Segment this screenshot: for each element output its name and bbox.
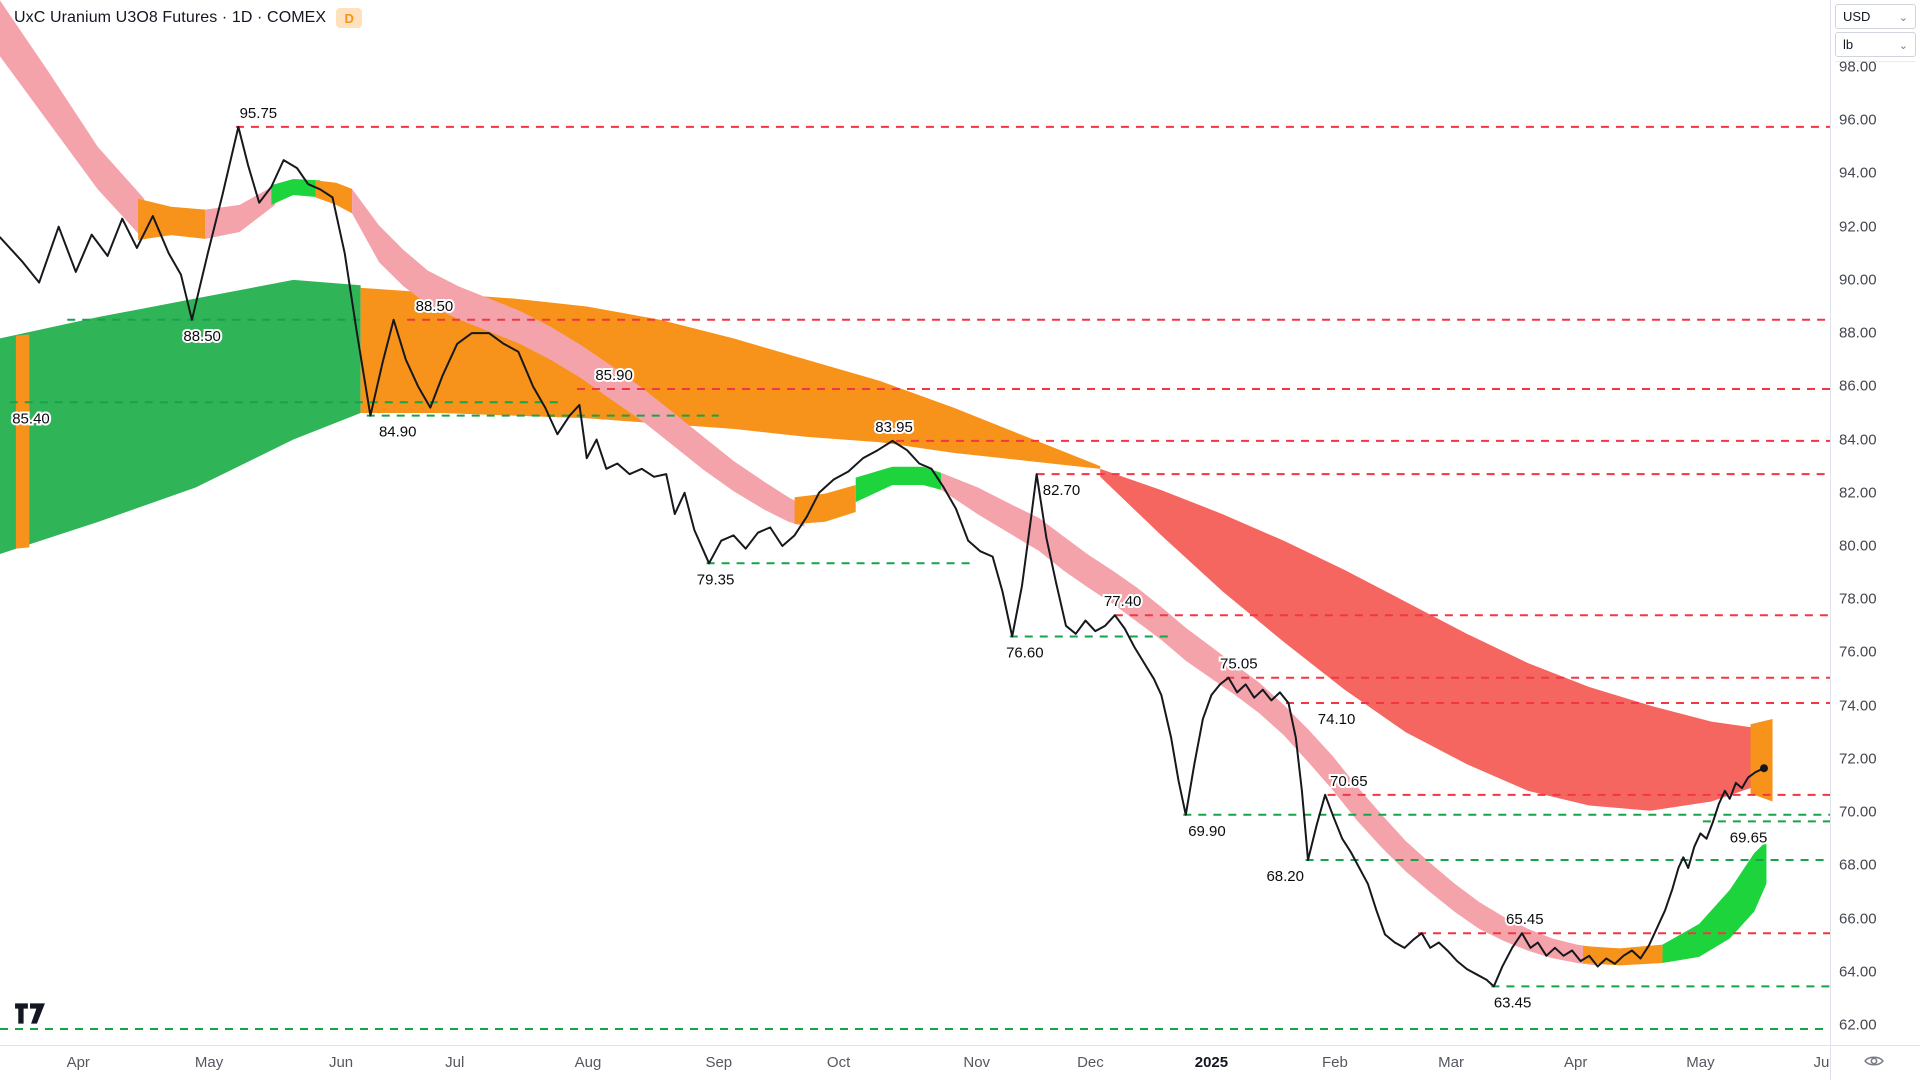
- price-tick-76: 76.00: [1839, 643, 1877, 661]
- pivot-price-label: 85.90: [595, 367, 633, 384]
- tradingview-logo[interactable]: [14, 1000, 46, 1028]
- pivot-price-label: 83.95: [875, 419, 913, 436]
- time-tick-Jul: Jul: [445, 1054, 465, 1071]
- chevron-down-icon: [1899, 9, 1908, 24]
- currency-unit-label: USD: [1843, 9, 1871, 24]
- pivot-price-label: 69.65: [1730, 829, 1768, 846]
- time-tick-Sep: Sep: [705, 1054, 733, 1071]
- band-fast-ribbon-seg6: [352, 188, 805, 527]
- price-tick-78: 78.00: [1839, 590, 1877, 608]
- pivot-price-label: 84.90: [379, 424, 417, 441]
- price-axis[interactable]: USD lb 98.00 96.00 94.00 92.00 90.00 88.00 86.…: [1830, 0, 1920, 1045]
- eye-icon[interactable]: [1864, 1053, 1884, 1069]
- band-fast-ribbon-seg7: [794, 485, 856, 525]
- band-fast-ribbon-seg8: [855, 466, 942, 503]
- price-tick-92: 92.00: [1839, 218, 1877, 236]
- band-fast-ribbon-seg3: [205, 185, 276, 239]
- price-tick-94: 94.00: [1839, 164, 1877, 182]
- pivot-price-label: 82.70: [1043, 482, 1081, 499]
- time-tick-Mar: Mar: [1438, 1054, 1464, 1071]
- pivot-price-label: 74.10: [1318, 711, 1356, 728]
- time-axis[interactable]: Apr May Jun Jul Aug Sep Oct Nov Dec 2025 Feb Mar Apr…: [0, 1045, 1920, 1080]
- chart-canvas[interactable]: 95.75 88.50 88.50 85.90 85.40 84.90 83.95 82.70…: [0, 0, 1830, 1045]
- pivot-price-label: 75.05: [1220, 656, 1258, 673]
- price-tick-86: 86.00: [1839, 377, 1877, 395]
- time-tick-Nov: Nov: [963, 1054, 991, 1071]
- time-tick-Aug: Aug: [574, 1054, 602, 1071]
- chevron-down-icon: [1899, 37, 1908, 52]
- time-tick-May: May: [1686, 1054, 1715, 1071]
- price-tick-70: 70.00: [1839, 803, 1877, 821]
- pivot-price-label: 95.75: [240, 105, 278, 122]
- measure-unit-select[interactable]: lb: [1835, 32, 1916, 57]
- price-tick-74: 74.00: [1839, 697, 1877, 715]
- band-fast-ribbon-seg5: [315, 180, 353, 214]
- band-slow-cloud-downtrend: [1100, 468, 1758, 811]
- band-slow-cloud-end-cap: [1750, 718, 1773, 802]
- time-tick-Jun: Jun: [328, 1054, 354, 1071]
- time-tick-May: May: [194, 1054, 224, 1071]
- currency-unit-select[interactable]: USD: [1835, 4, 1916, 29]
- time-tick-Apr: Apr: [1564, 1054, 1588, 1071]
- pivot-price-label: 77.40: [1104, 593, 1142, 610]
- pivot-price-label: 88.50: [416, 298, 454, 315]
- band-fast-ribbon-seg10: [1583, 944, 1663, 966]
- unit-selectors: USD lb: [1835, 4, 1916, 62]
- time-tick-Feb: Feb: [1321, 1054, 1348, 1071]
- time-tick-Ju: Ju: [1813, 1054, 1830, 1071]
- band-fast-ribbon-seg2: [138, 198, 206, 240]
- symbol-header: UxC Uranium U3O8 Futures · 1D · COMEX D: [14, 8, 363, 28]
- pivot-price-label: 76.60: [1006, 644, 1044, 661]
- time-tick-2025: 2025: [1194, 1054, 1229, 1071]
- time-tick-Apr: Apr: [66, 1054, 90, 1071]
- pivot-price-label: 65.45: [1506, 911, 1544, 928]
- pivot-price-label: 70.65: [1330, 773, 1368, 790]
- interval-badge[interactable]: D: [336, 8, 363, 28]
- pivot-price-label: 88.50: [183, 328, 221, 345]
- price-tick-66: 66.00: [1839, 910, 1877, 928]
- pivot-price-label: 69.90: [1188, 823, 1226, 840]
- tradingview-logo-icon: [15, 1003, 45, 1024]
- price-tick-64: 64.00: [1839, 963, 1877, 981]
- price-tick-98: 98.00: [1839, 58, 1877, 76]
- last-price-dot: [1759, 764, 1768, 773]
- pivot-price-label: 79.35: [697, 571, 735, 588]
- price-tick-82: 82.00: [1839, 484, 1877, 502]
- axis-corner-divider: [1830, 1046, 1831, 1080]
- band-fast-ribbon-seg4: [271, 179, 321, 205]
- band-fast-ribbon-seg1: [0, 0, 145, 240]
- symbol-title[interactable]: UxC Uranium U3O8 Futures · 1D · COMEX: [14, 9, 327, 26]
- time-tick-Dec: Dec: [1077, 1054, 1104, 1071]
- price-tick-80: 80.00: [1839, 537, 1877, 555]
- price-tick-62: 62.00: [1839, 1016, 1877, 1034]
- chart-region: 95.75 88.50 88.50 85.90 85.40 84.90 83.95 82.70…: [0, 0, 1830, 1045]
- pivot-price-label: 68.20: [1266, 868, 1304, 885]
- price-tick-88: 88.00: [1839, 324, 1877, 342]
- price-series-line: [0, 125, 1765, 988]
- price-tick-72: 72.00: [1839, 750, 1877, 768]
- band-slow-cloud-orange-stripe: [15, 334, 30, 549]
- band-slow-cloud-uptrend: [0, 279, 361, 554]
- measure-unit-label: lb: [1843, 37, 1854, 52]
- price-tick-90: 90.00: [1839, 271, 1877, 289]
- price-tick-68: 68.00: [1839, 856, 1877, 874]
- pivot-price-label: 85.40: [12, 410, 50, 427]
- price-tick-96: 96.00: [1839, 111, 1877, 129]
- price-tick-84: 84.00: [1839, 431, 1877, 449]
- time-tick-Oct: Oct: [826, 1054, 851, 1071]
- pivot-price-label: 63.45: [1494, 994, 1532, 1011]
- band-fast-ribbon-seg9: [941, 472, 1596, 966]
